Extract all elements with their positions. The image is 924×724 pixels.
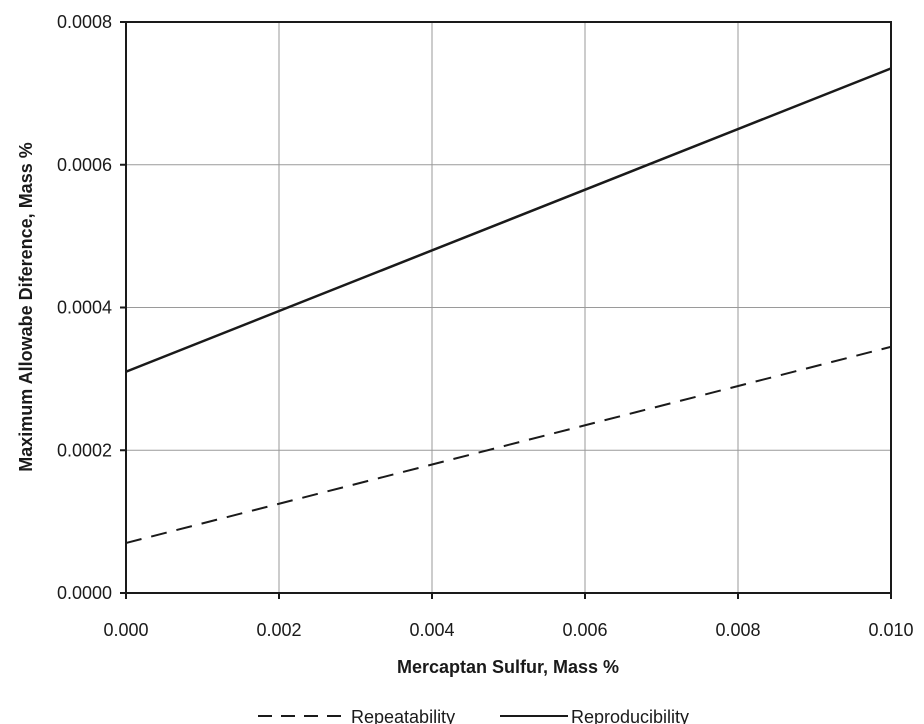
x-axis-title: Mercaptan Sulfur, Mass %: [397, 657, 619, 677]
y-tick-label: 0.0004: [57, 298, 112, 318]
legend-reproducibility-label: Reproducibility: [571, 707, 689, 724]
grid-lines: [125, 21, 892, 594]
y-axis-ticks: 0.0000 0.0002 0.0004 0.0006 0.0008: [57, 12, 126, 603]
y-tick-label: 0.0006: [57, 155, 112, 175]
y-tick-label: 0.0008: [57, 12, 112, 32]
x-tick-label: 0.000: [103, 620, 148, 640]
x-tick-label: 0.006: [562, 620, 607, 640]
y-tick-label: 0.0000: [57, 583, 112, 603]
x-tick-label: 0.010: [868, 620, 913, 640]
legend-repeatability-label: Repeatability: [351, 707, 455, 724]
y-axis-title: Maximum Allowabe Diference, Mass %: [16, 142, 36, 471]
y-tick-label: 0.0002: [57, 440, 112, 460]
legend: Repeatability Reproducibility: [258, 707, 689, 724]
series-repeatability-line: [125, 345, 892, 544]
x-tick-label: 0.004: [409, 620, 454, 640]
x-axis-ticks: 0.000 0.002 0.004 0.006 0.008 0.010: [103, 593, 914, 640]
series-reproducibility-line: [125, 67, 892, 373]
series-lines: [125, 67, 892, 544]
x-tick-label: 0.002: [256, 620, 301, 640]
x-tick-label: 0.008: [715, 620, 760, 640]
